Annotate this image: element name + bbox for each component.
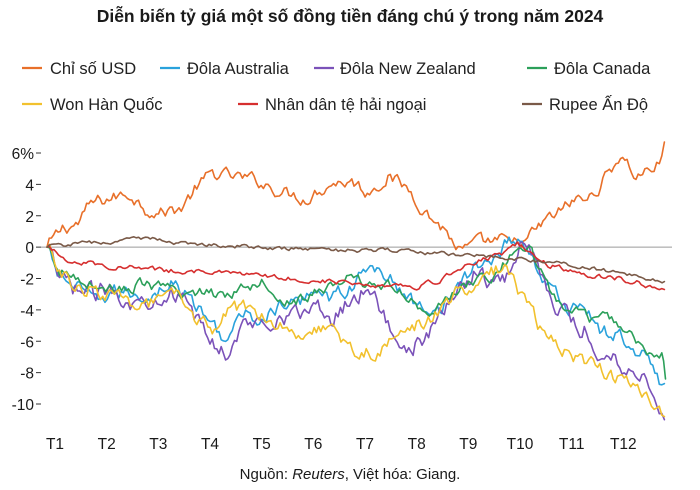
x-tick-label: T7 [356, 436, 374, 453]
source-name: Reuters [292, 466, 345, 483]
y-tick-label: -4 [20, 303, 34, 320]
series-line-6 [46, 241, 666, 291]
y-tick-label: -10 [12, 397, 35, 414]
y-tick-label: 2 [25, 209, 34, 226]
x-tick-label: T10 [507, 436, 534, 453]
series-line-7 [46, 236, 666, 284]
x-axis-ticks: T1 T2 T3 T4 T5 T6 T7 T8 T9 T10 T11 T12 [46, 436, 637, 453]
series-line-3 [46, 241, 666, 421]
x-tick-label: T8 [408, 436, 426, 453]
legend-1-label: Chỉ số USD [50, 60, 136, 78]
legend-3-label: Đôla New Zealand [340, 60, 476, 78]
x-tick-label: T3 [149, 436, 167, 453]
x-tick-label: T9 [459, 436, 477, 453]
series-line-5 [46, 243, 666, 418]
x-tick-label: T12 [610, 436, 637, 453]
legend-7-label: Rupee Ấn Độ [549, 95, 648, 114]
series-line-2 [46, 236, 666, 386]
series-layer [46, 141, 667, 421]
y-tick-label: 0 [25, 240, 34, 257]
y-axis-ticks: 6% 4 2 0 -2 -4 -6 -8 -10 [12, 146, 41, 414]
x-tick-label: T6 [304, 436, 322, 453]
series-line-1 [46, 141, 666, 251]
series-line-4 [46, 245, 667, 380]
x-tick-label: T11 [559, 436, 585, 453]
y-tick-label: -2 [20, 272, 34, 289]
legend-2-label: Đôla Australia [187, 60, 290, 78]
chart-source: Nguồn: Reuters, Việt hóa: Giang. [0, 466, 700, 483]
y-tick-label: -8 [20, 366, 34, 383]
x-tick-label: T1 [46, 436, 64, 453]
legend-4-label: Đôla Canada [554, 60, 651, 78]
y-tick-label: -6 [20, 334, 34, 351]
source-suffix: , Việt hóa: Giang. [344, 466, 461, 483]
y-tick-label: 4 [25, 177, 34, 194]
x-tick-label: T4 [201, 436, 219, 453]
source-prefix: Nguồn: [239, 466, 293, 483]
x-tick-label: T5 [253, 436, 271, 453]
legend-5-label: Won Hàn Quốc [50, 96, 163, 114]
x-tick-label: T2 [98, 436, 116, 453]
legend: Chỉ số USD Đôla Australia Đôla New Zealand… [22, 60, 651, 114]
legend-6-label: Nhân dân tệ hải ngoại [265, 96, 426, 114]
chart-title: Diễn biến tỷ giá một số đồng tiền đáng c… [96, 6, 604, 26]
y-tick-label: 6% [12, 146, 35, 163]
